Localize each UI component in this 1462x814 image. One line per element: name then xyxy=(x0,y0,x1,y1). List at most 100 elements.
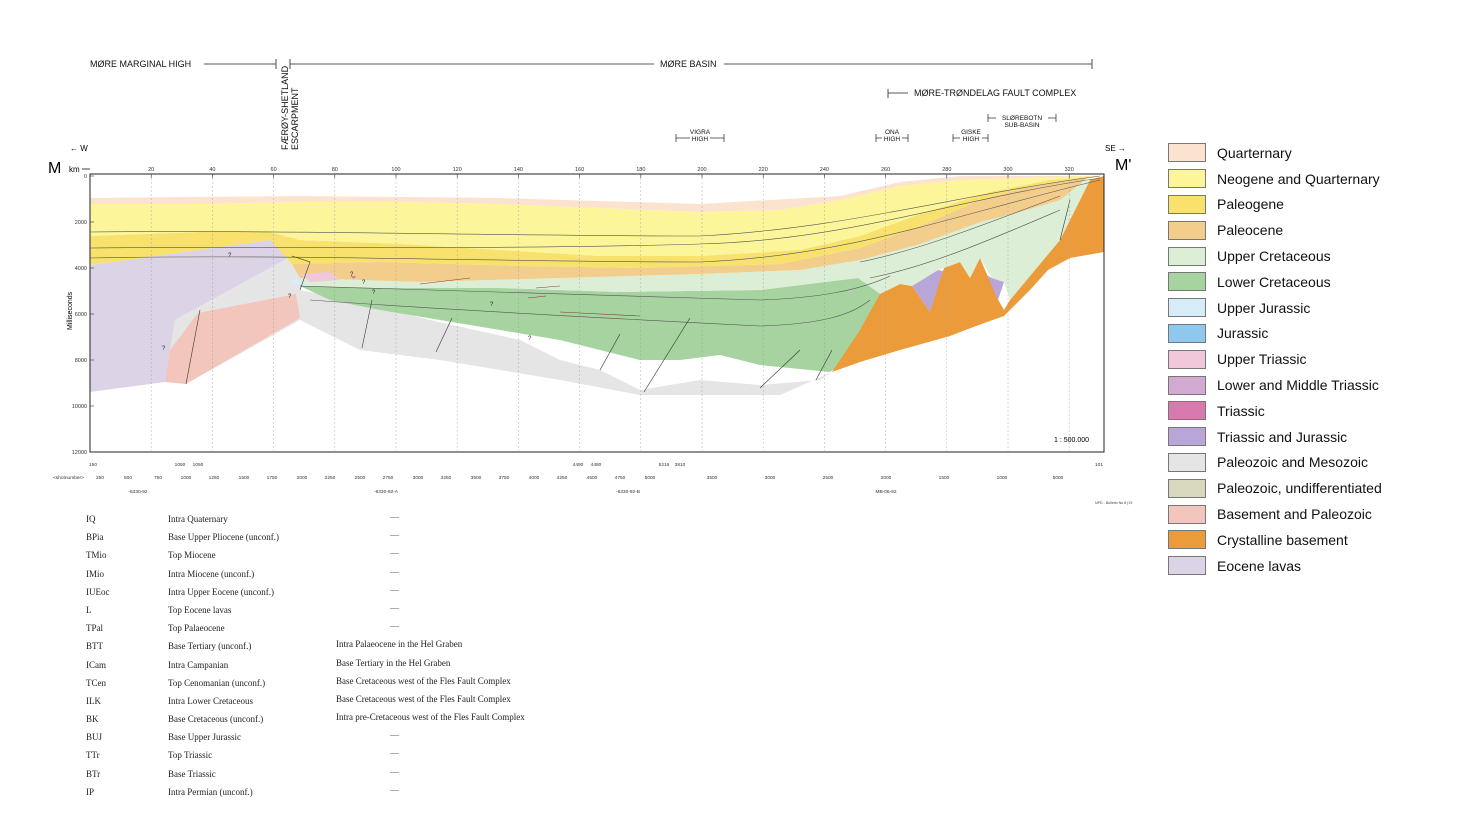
shot-number: 5000 xyxy=(1053,475,1064,481)
shot-number: 3000 xyxy=(413,475,424,481)
km-tick-label: 180 xyxy=(636,167,645,173)
legend-item: Quarternary xyxy=(1168,140,1458,166)
fault-line xyxy=(643,317,691,393)
legend-label: Crystalline basement xyxy=(1217,531,1348,548)
y-tick-label: 2000 xyxy=(75,220,87,226)
horizon-name: Intra Quaternary xyxy=(168,514,228,524)
km-tick-label: 160 xyxy=(575,167,584,173)
legend-item: Paleogene xyxy=(1168,192,1458,218)
horizon-row: TTr Top Triassic — xyxy=(86,748,556,766)
more-basin-label: MØRE BASIN xyxy=(660,59,717,69)
shot-number: 4000 xyxy=(529,475,540,481)
shot-number: 1750 xyxy=(267,475,278,481)
shot-number: 5000 xyxy=(645,475,656,481)
faeroy-shetland-label: FÆRØY-SHETLAND xyxy=(280,65,290,150)
legend-label: Upper Triassic xyxy=(1217,351,1307,368)
horizon-note: Intra pre-Cretaceous west of the Fles Fa… xyxy=(336,712,525,723)
horizon-code: ICam xyxy=(86,659,106,670)
horizon-dash: — xyxy=(390,584,399,595)
y-axis-title: Milliseconds xyxy=(67,291,74,330)
y-tick-label: 12000 xyxy=(72,450,87,456)
shot-number: 4250 xyxy=(557,475,568,481)
legend-item: Paleozoic, undifferentiated xyxy=(1168,475,1458,501)
horizon-name: Top Palaeocene xyxy=(168,623,225,634)
red-reflector xyxy=(535,285,561,289)
fault-complex-label: MØRE-TRØNDELAG FAULT COMPLEX xyxy=(914,88,1076,98)
horizon-code: IUEoc xyxy=(86,586,110,597)
question-mark: ? xyxy=(372,290,376,296)
horizon-name: Base Tertiary (unconf.) xyxy=(168,641,252,652)
legend-swatch xyxy=(1168,169,1206,189)
fault-line xyxy=(815,349,833,381)
section-frame xyxy=(89,173,1105,453)
legend-label: Triassic xyxy=(1217,402,1265,419)
horizon-row: ICam Intra Campanian Base Tertiary in the … xyxy=(86,658,556,676)
horizon-line xyxy=(859,195,1061,263)
giske-high-label-2: HIGH xyxy=(963,136,980,143)
shot-number: 3810 xyxy=(675,462,686,468)
y-tick-label: 10000 xyxy=(72,404,87,410)
legend-label: Upper Cretaceous xyxy=(1217,248,1331,265)
horizon-name: Intra Miocene (unconf.) xyxy=(168,568,255,579)
fault-line xyxy=(1059,199,1071,241)
question-mark: ? xyxy=(490,302,494,308)
horizon-dash: — xyxy=(390,784,399,795)
horizon-line xyxy=(869,209,1061,279)
y-tick-label: 4000 xyxy=(75,266,87,272)
horizon-code: TCen xyxy=(86,677,106,688)
horizon-row: TCen Top Cenomanian (unconf.) Base Cretace… xyxy=(86,676,556,694)
seismic-line-id: MB-06-92 xyxy=(875,489,896,495)
km-tick-label: 140 xyxy=(514,167,523,173)
horizon-note: Intra Palaeocene in the Hel Graben xyxy=(336,639,463,650)
unit-lower-cretaceous xyxy=(300,276,890,372)
legend: Quarternary Neogene and Quarternary Paleog… xyxy=(1168,140,1458,579)
km-tick-label: 80 xyxy=(332,167,338,173)
km-tick-label: 320 xyxy=(1065,167,1074,173)
giske-high-label-1: GISKE xyxy=(961,129,982,136)
horizon-name: Intra Lower Cretaceous xyxy=(168,695,253,706)
horizon-code: BUJ xyxy=(86,732,103,743)
question-mark: ? xyxy=(228,253,232,259)
question-mark: ? xyxy=(362,280,366,286)
km-tick-label: 100 xyxy=(391,167,400,173)
credit-label: NPD - Bulletin No 8 (19 xyxy=(1095,501,1132,505)
unit-paleogene xyxy=(90,176,1100,268)
horizon-row: IP Intra Permian (unconf.) — xyxy=(86,785,556,803)
scale-label: 1 : 500.000 xyxy=(1054,437,1089,444)
unit-paleozoic-mesozoic xyxy=(165,256,832,395)
km-tick-label: 40 xyxy=(209,167,215,173)
horizon-code: ILK xyxy=(86,695,101,706)
legend-swatch xyxy=(1168,143,1206,163)
legend-swatch xyxy=(1168,427,1206,447)
shot-number: 1050 xyxy=(193,462,204,468)
ona-high-label-2: HIGH xyxy=(884,136,901,143)
horizon-name: Base Upper Jurassic xyxy=(168,732,241,743)
legend-swatch xyxy=(1168,452,1206,472)
horizon-name: Top Cenomanian (unconf.) xyxy=(168,677,266,688)
horizon-code: BTT xyxy=(86,641,103,652)
shot-number: 1500 xyxy=(939,475,950,481)
legend-item: Upper Triassic xyxy=(1168,346,1458,372)
shot-number: 750 xyxy=(154,475,162,481)
shot-axis: 150 1050 1050 4490 4480 5216 3810 101 <shotnumbe… xyxy=(53,462,1103,495)
question-mark: ? xyxy=(162,346,166,352)
legend-item: Jurassic xyxy=(1168,321,1458,347)
horizon-dash: — xyxy=(390,730,399,741)
unit-crystalline-basement xyxy=(832,176,1104,372)
fault-line xyxy=(185,309,201,385)
legend-swatch xyxy=(1168,530,1206,550)
shot-number: 1000 xyxy=(997,475,1008,481)
horizon-row: BUJ Base Upper Jurassic — xyxy=(86,730,556,748)
shot-number: 4750 xyxy=(615,475,626,481)
horizon-name: Intra Campanian xyxy=(168,659,229,670)
legend-label: Paleozoic and Mesozoic xyxy=(1217,454,1368,471)
y-tick-label: 8000 xyxy=(75,358,87,364)
fault-line xyxy=(435,317,453,353)
horizon-code: TPal xyxy=(86,623,103,634)
horizon-row: BTT Base Tertiary (unconf.) Intra Palaeoce… xyxy=(86,639,556,657)
legend-label: Paleozoic, undifferentiated xyxy=(1217,480,1382,497)
horizon-code: TMio xyxy=(86,550,107,561)
legend-swatch xyxy=(1168,298,1206,318)
shot-number: 4480 xyxy=(591,462,602,468)
shot-number: 3000 xyxy=(765,475,776,481)
